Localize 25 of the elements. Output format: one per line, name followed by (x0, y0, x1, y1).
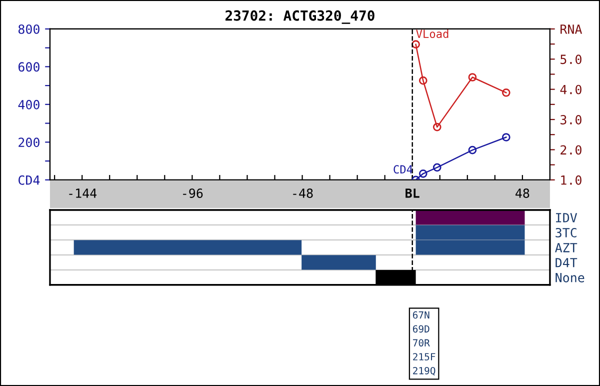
x-tick-label: 48 (516, 188, 530, 198)
y2-tick-label: 5.0 (560, 54, 582, 64)
y2-tick-label: RNA (560, 24, 582, 34)
y-tick-label: 600 (18, 62, 40, 72)
y-tick-label: None (556, 273, 584, 282)
y-tick-label: 3TC (556, 228, 576, 238)
y2-tick-label: 4.0 (560, 84, 582, 94)
x-tick-label: -48 (293, 188, 313, 198)
series-label: CD4 (394, 165, 412, 174)
y-tick-label: AZT (555, 243, 578, 252)
y-tick-label: 200 (18, 138, 40, 148)
x-tick-label: -96 (183, 188, 203, 198)
y-tick-label: IDV (556, 213, 578, 222)
x-tick-label: BL (406, 188, 420, 198)
y-tick-label: 800 (18, 24, 40, 34)
text: 67N 69D 70R 215F 219Q (412, 311, 436, 376)
y-tick-label: D4T (556, 258, 578, 268)
y2-tick-label: 3.0 (560, 115, 582, 124)
chart-title: 23702: ACTG320_470 (225, 10, 374, 24)
y-tick-label: 400 (18, 100, 40, 110)
y-tick-label: CD4 (18, 175, 40, 185)
y2-tick-label: 2.0 (560, 145, 582, 155)
x-tick-label: -144 (69, 188, 97, 198)
series-label: VLoad (416, 29, 448, 38)
y2-tick-label: 1.0 (561, 175, 582, 185)
